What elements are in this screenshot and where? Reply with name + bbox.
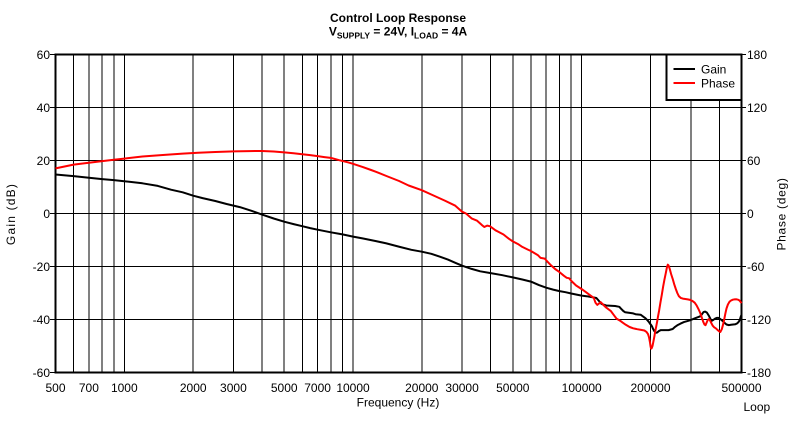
svg-text:3000: 3000 — [220, 381, 247, 395]
svg-text:0: 0 — [747, 207, 754, 221]
svg-text:7000: 7000 — [304, 381, 331, 395]
svg-text:-20: -20 — [33, 260, 51, 274]
svg-text:60: 60 — [37, 48, 51, 62]
svg-text:60: 60 — [747, 154, 761, 168]
svg-text:500000: 500000 — [721, 381, 761, 395]
svg-text:500: 500 — [45, 381, 65, 395]
svg-text:-60: -60 — [747, 260, 765, 274]
svg-text:Phase (deg): Phase (deg) — [775, 177, 789, 250]
svg-text:700: 700 — [79, 381, 99, 395]
svg-text:-40: -40 — [33, 313, 51, 327]
svg-text:5000: 5000 — [271, 381, 298, 395]
svg-text:Loop: Loop — [744, 400, 771, 414]
svg-text:0: 0 — [43, 207, 50, 221]
svg-text:-60: -60 — [33, 366, 51, 380]
svg-text:40: 40 — [37, 101, 51, 115]
svg-text:2000: 2000 — [180, 381, 207, 395]
svg-text:Control Loop Response: Control Loop Response — [330, 11, 466, 25]
svg-text:180: 180 — [747, 48, 767, 62]
svg-text:-120: -120 — [747, 313, 771, 327]
svg-text:20: 20 — [37, 154, 51, 168]
svg-text:10000: 10000 — [336, 381, 370, 395]
svg-text:120: 120 — [747, 101, 767, 115]
svg-text:Phase: Phase — [701, 77, 735, 91]
svg-text:Gain: Gain — [701, 63, 726, 77]
svg-text:Frequency (Hz): Frequency (Hz) — [357, 396, 440, 410]
svg-text:1000: 1000 — [111, 381, 138, 395]
svg-text:200000: 200000 — [630, 381, 670, 395]
svg-text:Gain (dB): Gain (dB) — [4, 183, 18, 245]
svg-text:30000: 30000 — [445, 381, 479, 395]
svg-text:-180: -180 — [747, 366, 771, 380]
svg-text:50000: 50000 — [496, 381, 530, 395]
svg-text:100000: 100000 — [562, 381, 602, 395]
svg-text:20000: 20000 — [405, 381, 439, 395]
